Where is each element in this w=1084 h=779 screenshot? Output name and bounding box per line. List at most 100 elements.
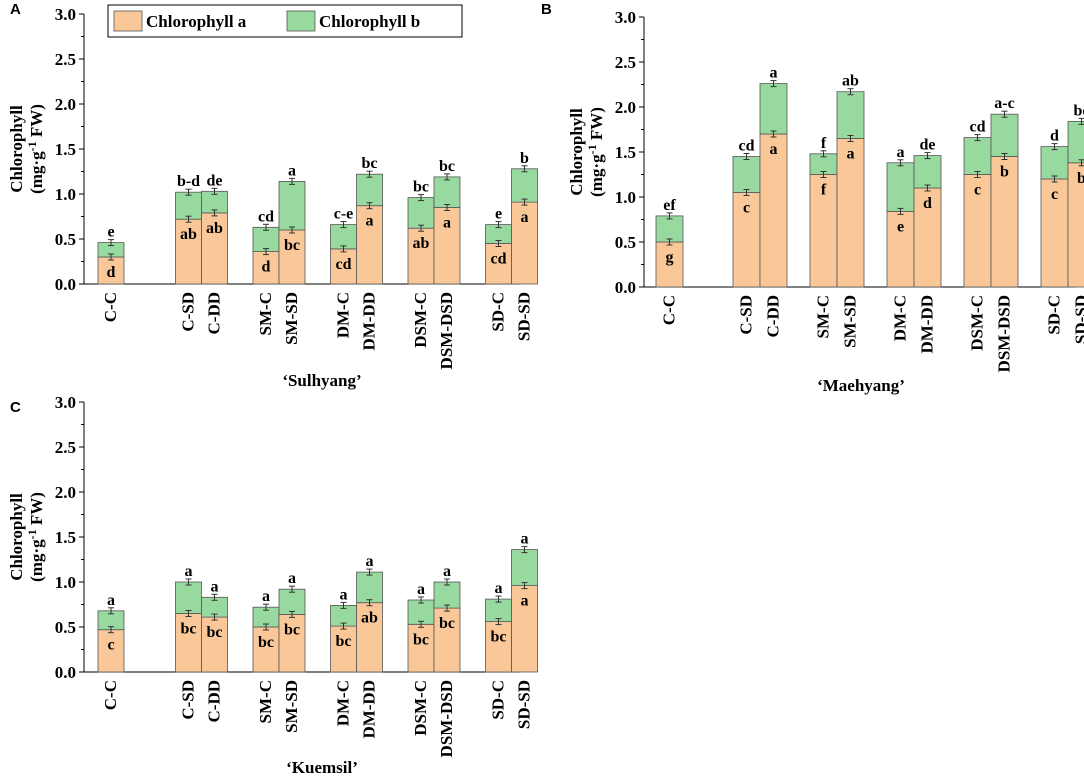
category-label-c-c: C-C [101,680,120,710]
bar-chl-a-dm-dd [356,602,383,673]
bar-chl-b-dsm-c [963,137,992,175]
sig-letter-b: bc [362,155,378,172]
bar-chl-a-sd-c [485,243,512,285]
sig-letter-a: b [1077,170,1084,187]
y-tick-label: 1.0 [55,185,76,204]
sig-letter-a: bc [491,629,507,646]
category-label-sm-c: SM-C [256,680,275,723]
sig-letter-b: bc [439,158,455,175]
cultivar-label: ‘Kuemsil’ [286,758,358,777]
sig-letter-b: a [288,570,296,587]
bar-chl-a-sd-c [1040,178,1069,288]
sig-letter-b: e [495,206,502,223]
y-tick-label: 1.5 [55,140,76,159]
bar-chl-b-dsm-dsd [990,113,1019,157]
bar-chl-a-sm-c [809,174,838,288]
category-label-dm-dd: DM-DD [360,680,379,739]
bar-chl-b-c-sd [175,191,202,220]
sig-letter-a: f [821,182,827,199]
y-tick-label: 0.0 [55,663,76,682]
bar-chl-b-sm-sd [278,180,306,231]
sig-letter-b: ab [842,73,859,90]
bar-chl-b-c-c [655,215,684,243]
category-label-dsm-c: DSM-C [411,292,430,348]
category-label-dsm-dsd: DSM-DSD [995,295,1014,372]
y-tick-label: 0.0 [615,278,636,297]
sig-letter-b: ef [663,197,676,214]
sig-letter-a: g [666,249,674,266]
panel-a: A 0.0 0.5 1.0 1.5 2.0 2.5 3.0 Chlorophyll (mg·g-1… [7,1,538,390]
bar-chl-b-dsm-c [407,599,435,625]
sig-letter-a: bc [284,621,300,638]
panel-c: C 0.0 0.5 1.0 1.5 2.0 2.5 3.0 Chlorophyll (mg·g-1… [7,393,538,777]
sig-letter-b: cd [739,138,755,155]
y-tick-label: 1.5 [55,528,76,547]
bar-chl-b-sd-sd [1067,121,1084,164]
sig-letter-a: bc [181,621,197,638]
category-label-c-sd: C-SD [179,680,198,720]
bar-chl-a-dsm-dsd [990,156,1019,288]
sig-letter-b: a [211,578,219,595]
y-axis-label: Chlorophyll [567,108,586,196]
sig-letter-b: b-d [177,173,200,190]
y-tick-label: 3.0 [55,5,76,24]
category-label-c-c: C-C [101,292,120,322]
bar-chl-a-dsm-dsd [433,607,461,673]
sig-letter-a: cd [491,251,507,268]
bar-chl-b-dsm-dsd [433,581,461,609]
bar-chl-b-dm-c [886,162,915,212]
y-tick-label: 1.0 [615,188,636,207]
category-label-c-dd: C-DD [764,295,783,338]
y-tick-label: 0.5 [615,233,636,252]
sig-letter-a: bc [258,634,274,651]
y-tick-label: 2.0 [55,483,76,502]
sig-letter-a: bc [413,631,429,648]
sig-letter-b: a [897,144,905,161]
category-label-c-sd: C-SD [737,295,756,335]
bar-chl-a-sm-c [252,626,280,673]
sig-letter-a: bc [439,615,455,632]
y-tick-label: 3.0 [55,393,76,412]
category-label-dm-dd: DM-DD [360,292,379,351]
sig-letter-a: ab [180,226,197,243]
sig-letter-a: d [107,264,116,281]
y-axis-units: (mg·g-1 FW) [25,492,46,582]
bar-chl-a-dsm-c [407,623,435,673]
category-label-dsm-c: DSM-C [411,680,430,736]
sig-letter-a: a [521,593,529,610]
category-label-sd-c: SD-C [1045,295,1064,335]
sig-letter-b: e [107,224,114,241]
bar-chl-a-sm-sd [278,229,306,285]
bar-chl-a-sd-sd [511,201,538,285]
y-tick-label: 2.5 [55,438,76,457]
sig-letter-b: a [770,65,778,82]
category-label-dsm-dsd: DSM-DSD [437,680,456,757]
legend-label-chlorophyll-b: Chlorophyll b [319,12,420,31]
sig-letter-b: bc [413,179,429,196]
panel-b: B 0.0 0.5 1.0 1.5 2.0 2.5 3.0 Chlorophyll (mg·g-1… [541,1,1084,395]
y-tick-label: 2.0 [615,98,636,117]
bar-chl-b-dm-dd [356,173,383,207]
sig-letter-b: a [340,586,348,603]
sig-letter-b: cd [258,208,274,225]
y-tick-label: 2.5 [615,53,636,72]
sig-letter-b: b [520,150,529,167]
category-label-c-dd: C-DD [205,292,224,335]
y-tick-label: 1.0 [55,573,76,592]
sig-letter-a: a [366,213,374,230]
legend: Chlorophyll a Chlorophyll b [107,4,463,38]
sig-letter-b: a [417,581,425,598]
sig-letter-a: e [897,218,904,235]
sig-letter-a: c [1051,186,1058,203]
bar-chl-b-sm-sd [278,588,306,615]
category-label-sm-c: SM-C [256,292,275,335]
sig-letter-a: a [521,209,529,226]
sig-letter-b: cd [970,119,986,136]
sig-letter-a: c [107,637,114,654]
panel-letter: A [10,1,21,18]
bar-chl-a-dsm-c [963,174,992,288]
bar-chl-b-dsm-dsd [433,176,461,208]
category-label-sm-sd: SM-SD [282,680,301,733]
y-tick-label: 2.5 [55,50,76,69]
category-label-sd-c: SD-C [489,680,508,720]
